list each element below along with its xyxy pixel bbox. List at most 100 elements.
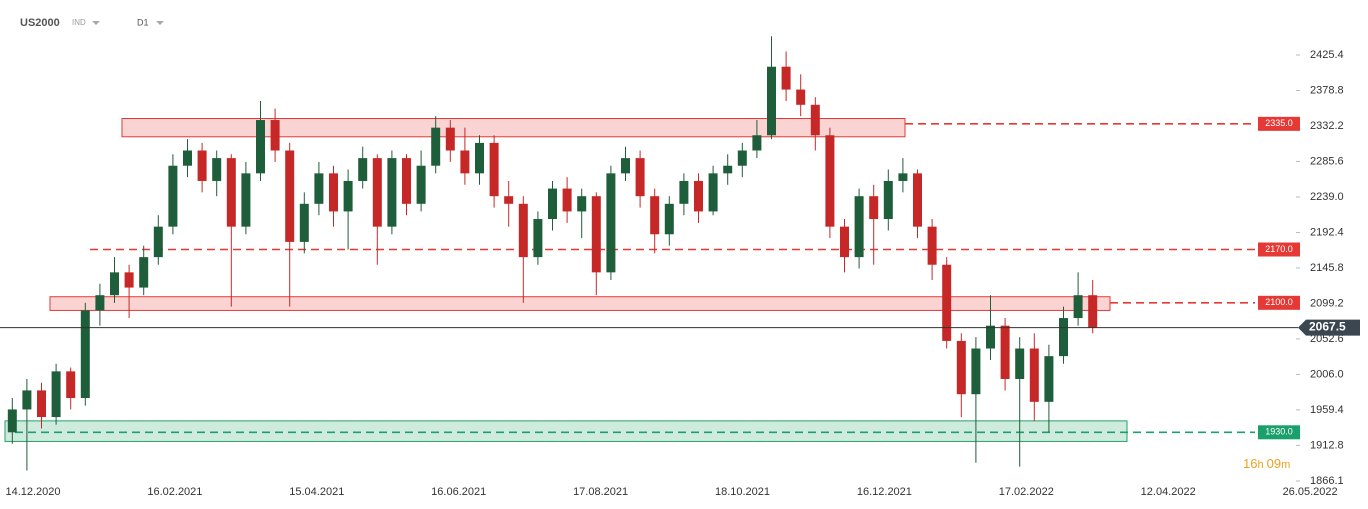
candle-body bbox=[591, 196, 601, 273]
candle-body bbox=[7, 409, 17, 433]
x-tick-label: 12.04.2022 bbox=[1141, 486, 1196, 498]
candle-body bbox=[431, 127, 441, 166]
y-tick-label: 2099.2 bbox=[1310, 297, 1344, 309]
candle-body bbox=[197, 150, 207, 181]
candle-body bbox=[781, 66, 791, 90]
candle-body bbox=[986, 325, 995, 349]
level-label: 2170.0 bbox=[1265, 244, 1293, 254]
candle-body bbox=[343, 180, 353, 212]
candle-body bbox=[533, 219, 543, 258]
candle-body bbox=[1073, 295, 1083, 319]
candle-body bbox=[796, 89, 806, 105]
candle-body bbox=[971, 348, 981, 395]
candle-body bbox=[518, 203, 528, 258]
candle-body bbox=[825, 135, 835, 227]
candle-body bbox=[299, 203, 309, 242]
candle-body bbox=[358, 158, 368, 181]
candle-body bbox=[475, 142, 484, 174]
x-tick-label: 18.10.2021 bbox=[715, 486, 770, 498]
candle-body bbox=[635, 158, 645, 197]
candle-body bbox=[898, 173, 908, 181]
candle-body bbox=[95, 295, 105, 311]
candle-body bbox=[124, 272, 134, 288]
candle-body bbox=[942, 264, 952, 341]
candle-body bbox=[270, 120, 280, 151]
symbol-type: IND bbox=[72, 18, 86, 27]
x-tick-label: 16.12.2021 bbox=[857, 486, 912, 498]
candle-body bbox=[723, 165, 733, 174]
candle-body bbox=[22, 390, 32, 410]
candle-body bbox=[212, 158, 222, 181]
level-label: 2100.0 bbox=[1265, 297, 1293, 307]
y-tick-label: 2192.4 bbox=[1310, 226, 1344, 238]
timer-minutes: 09 bbox=[1267, 456, 1281, 471]
candle-body bbox=[752, 135, 762, 151]
candle-body bbox=[37, 390, 46, 418]
candle-body bbox=[562, 188, 572, 212]
candle-body bbox=[489, 142, 499, 197]
level-label: 2335.0 bbox=[1265, 118, 1293, 128]
y-tick-label: 1866.1 bbox=[1310, 475, 1344, 487]
candle-body bbox=[1088, 295, 1098, 328]
candle-body bbox=[913, 173, 922, 227]
y-tick-label: 2332.2 bbox=[1310, 120, 1344, 132]
y-tick-label: 1959.4 bbox=[1310, 404, 1344, 416]
candle-body bbox=[226, 158, 236, 227]
candle-body bbox=[737, 150, 747, 166]
candle-body bbox=[51, 371, 61, 418]
candle-body bbox=[241, 173, 251, 227]
timer: 16h 09m bbox=[1243, 456, 1290, 471]
candle-body bbox=[256, 120, 265, 174]
candle-body bbox=[387, 158, 397, 227]
x-tick-label: 17.02.2022 bbox=[999, 486, 1054, 498]
candle-body bbox=[372, 158, 382, 227]
timer-unit: h bbox=[1257, 459, 1263, 471]
dropdown-arrow[interactable] bbox=[92, 21, 100, 25]
y-tick-label: 1912.8 bbox=[1310, 439, 1344, 451]
timer-unit: m bbox=[1281, 459, 1290, 471]
x-tick-label: 17.08.2021 bbox=[573, 486, 628, 498]
candle-body bbox=[577, 196, 587, 212]
candle-body bbox=[314, 173, 324, 204]
candle-body bbox=[329, 173, 338, 212]
y-tick-label: 2239.0 bbox=[1310, 191, 1344, 203]
candle-body bbox=[80, 310, 90, 399]
y-tick-label: 2378.8 bbox=[1310, 84, 1344, 96]
candle-body bbox=[1029, 348, 1039, 402]
candle-body bbox=[402, 158, 411, 204]
x-tick-label: 15.04.2021 bbox=[289, 486, 344, 498]
zone bbox=[4, 420, 1128, 442]
candle-body bbox=[1000, 325, 1010, 379]
candle-body bbox=[139, 257, 149, 288]
interval[interactable]: D1 bbox=[137, 17, 149, 27]
symbol[interactable]: US2000 bbox=[20, 17, 60, 29]
candle-body bbox=[694, 180, 703, 212]
x-tick-label: 16.06.2021 bbox=[431, 486, 486, 498]
candle-body bbox=[767, 66, 776, 136]
candle-body bbox=[679, 180, 689, 204]
candle-body bbox=[66, 371, 76, 399]
x-tick-label: 16.02.2021 bbox=[147, 486, 202, 498]
candle-body bbox=[854, 196, 864, 258]
level-label-box bbox=[1258, 242, 1300, 257]
y-tick-label: 2006.0 bbox=[1310, 368, 1344, 380]
candle-body bbox=[1015, 348, 1025, 379]
candle-body bbox=[1044, 356, 1054, 402]
candle-body bbox=[840, 226, 849, 258]
last-price-box bbox=[1298, 319, 1360, 336]
candle-body bbox=[285, 150, 295, 242]
candle-body bbox=[1059, 318, 1068, 357]
candle-body bbox=[927, 226, 937, 265]
level-label-box bbox=[1258, 116, 1300, 131]
x-tick-label: 26.05.2022 bbox=[1283, 486, 1338, 498]
y-tick-label: 2052.6 bbox=[1310, 333, 1344, 345]
candle-body bbox=[664, 203, 674, 235]
candle-body bbox=[504, 196, 514, 204]
dropdown-arrow[interactable] bbox=[156, 21, 164, 25]
x-tick-label: 14.12.2020 bbox=[5, 486, 60, 498]
level-label-box bbox=[1258, 295, 1300, 310]
candle-body bbox=[168, 165, 178, 227]
candle-body bbox=[810, 104, 820, 136]
candle-body bbox=[110, 272, 119, 296]
